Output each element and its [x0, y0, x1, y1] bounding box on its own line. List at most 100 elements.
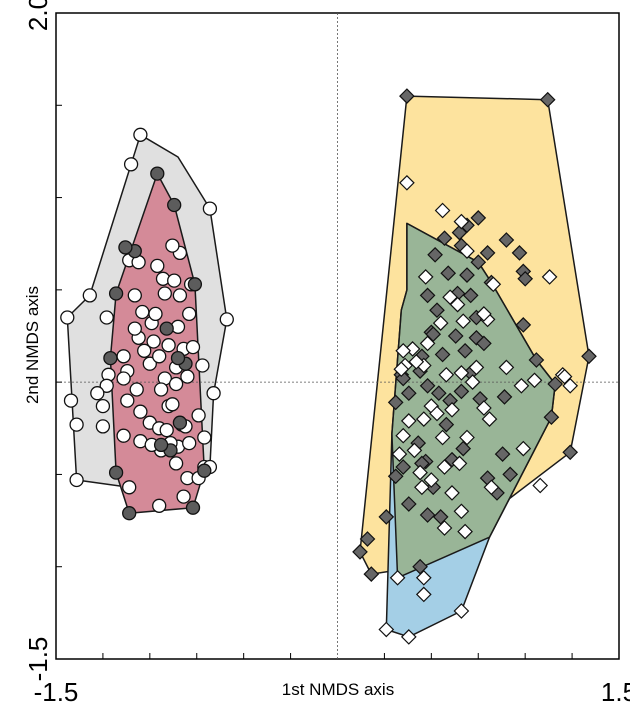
data-point-circle — [202, 201, 218, 216]
data-point-diamond — [479, 245, 496, 261]
data-point-diamond — [436, 230, 453, 247]
data-point-diamond — [470, 210, 487, 226]
data-point-circle — [219, 312, 234, 327]
data-point-diamond — [513, 377, 530, 394]
data-point-diamond — [436, 459, 453, 475]
data-point-diamond — [459, 429, 475, 446]
data-point-diamond — [434, 346, 451, 363]
data-point-diamond — [408, 353, 425, 370]
data-point-diamond — [453, 365, 470, 381]
y-axis-title: 2nd NMDS axis — [23, 286, 42, 404]
data-point-diamond — [483, 479, 500, 496]
data-point-circle — [168, 376, 184, 392]
data-point-diamond — [429, 302, 445, 319]
point-layer — [60, 88, 597, 645]
data-point-diamond — [498, 232, 515, 248]
data-point-circle — [99, 310, 114, 325]
data-point-circle — [108, 465, 124, 480]
data-point-diamond — [419, 507, 436, 523]
data-point-circle — [180, 369, 195, 384]
data-point-circle — [122, 506, 137, 521]
data-point-diamond — [511, 245, 528, 261]
data-point-diamond — [419, 377, 436, 394]
data-point-diamond — [515, 317, 532, 333]
data-point-circle — [152, 498, 167, 513]
data-point-circle — [185, 500, 201, 515]
data-point-circle — [99, 378, 114, 393]
data-point-circle — [82, 288, 97, 303]
data-point-diamond — [430, 385, 447, 402]
data-point-circle — [153, 437, 169, 453]
data-point-diamond — [387, 468, 404, 485]
data-point-diamond — [451, 224, 468, 241]
data-point-diamond — [481, 411, 498, 427]
data-point-circle — [135, 304, 150, 320]
data-point-circle — [122, 480, 137, 495]
data-point-circle — [185, 339, 201, 355]
data-point-diamond — [502, 466, 519, 483]
data-point-diamond — [468, 359, 485, 376]
axis-ticks — [56, 104, 573, 659]
data-point-circle — [133, 127, 148, 142]
data-point-diamond — [494, 446, 511, 462]
data-point-diamond — [453, 383, 470, 400]
data-point-diamond — [515, 440, 532, 457]
data-point-circle — [133, 404, 148, 419]
data-point-diamond — [399, 88, 415, 104]
data-point-circle — [195, 358, 210, 373]
data-point-diamond — [434, 429, 451, 446]
data-point-circle — [157, 286, 172, 301]
data-point-circle — [191, 408, 206, 423]
data-point-circle — [116, 428, 131, 443]
data-point-diamond — [352, 544, 368, 560]
x-axis-title: 1st NMDS axis — [282, 680, 394, 699]
data-point-diamond — [485, 276, 502, 293]
data-point-diamond — [526, 372, 543, 389]
data-point-diamond — [547, 376, 564, 392]
data-point-circle — [118, 240, 133, 255]
data-point-diamond — [429, 405, 445, 422]
data-point-diamond — [395, 427, 412, 444]
x-tick-label: 1.5 — [601, 677, 630, 707]
data-point-diamond — [436, 520, 453, 536]
data-point-diamond — [434, 202, 451, 219]
data-point-circle — [95, 419, 111, 434]
data-point-circle — [95, 398, 111, 414]
data-point-diamond — [532, 477, 549, 494]
data-point-diamond — [419, 287, 436, 304]
data-point-diamond — [447, 328, 464, 344]
data-point-diamond — [541, 269, 558, 285]
data-point-diamond — [438, 366, 455, 383]
data-point-circle — [187, 277, 203, 292]
data-point-circle — [123, 157, 139, 172]
data-point-circle — [197, 430, 212, 445]
data-point-circle — [69, 472, 84, 488]
data-point-circle — [172, 415, 188, 430]
data-point-circle — [142, 356, 157, 371]
data-point-diamond — [442, 289, 458, 306]
data-point-diamond — [543, 409, 560, 426]
data-point-diamond — [400, 496, 417, 512]
data-point-circle — [182, 306, 197, 322]
data-point-diamond — [498, 359, 515, 376]
data-point-diamond — [389, 569, 406, 586]
data-point-diamond — [562, 444, 579, 461]
data-point-diamond — [581, 348, 597, 365]
label-layer: 1st NMDS axis 2nd NMDS axis -1.5 1.5 2.0 -1… — [23, 0, 630, 707]
data-point-diamond — [444, 485, 460, 501]
data-point-diamond — [457, 342, 473, 359]
data-point-diamond — [453, 503, 470, 520]
data-point-circle — [165, 238, 180, 253]
data-point-diamond — [528, 352, 545, 368]
data-point-diamond — [400, 413, 417, 429]
data-point-circle — [120, 393, 135, 408]
data-point-diamond — [363, 566, 380, 582]
data-point-circle — [150, 258, 165, 274]
data-point-diamond — [556, 368, 573, 385]
data-point-diamond — [417, 269, 434, 285]
data-point-diamond — [539, 91, 556, 108]
data-point-diamond — [455, 313, 472, 330]
data-point-circle — [167, 197, 182, 213]
data-point-circle — [152, 349, 167, 364]
data-point-diamond — [464, 374, 481, 390]
